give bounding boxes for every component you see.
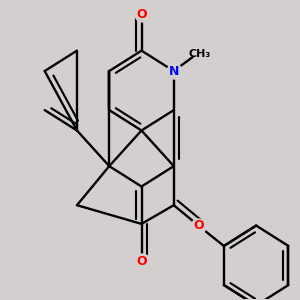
Text: O: O [136, 255, 147, 268]
Text: N: N [169, 64, 179, 77]
Text: O: O [136, 8, 147, 21]
Text: O: O [193, 219, 204, 232]
Text: CH₃: CH₃ [189, 49, 211, 59]
